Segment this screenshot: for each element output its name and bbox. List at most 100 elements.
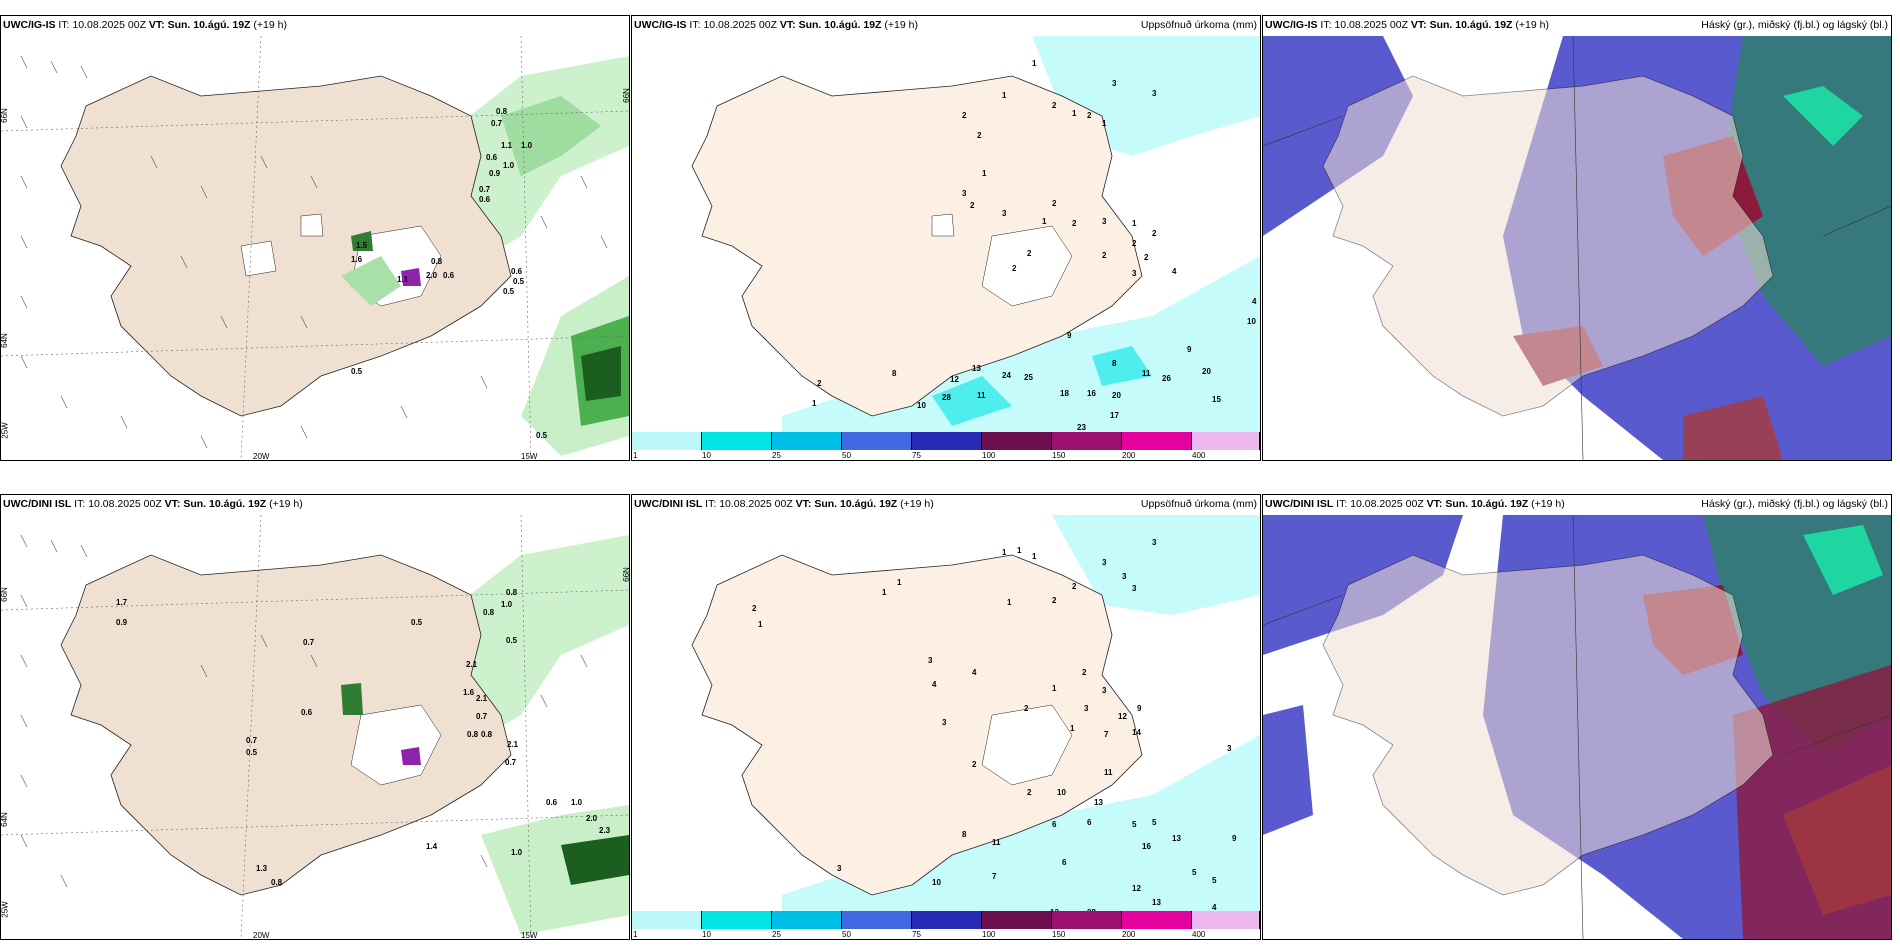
precip-value: 0.7 [479,185,491,194]
precip-value: 2.0 [586,814,598,823]
accum-value: 5 [1192,868,1197,877]
accum-value: 2 [970,201,975,210]
colorbar-swatch [772,911,842,929]
accum-value: 1 [1042,217,1047,226]
accum-value: 7 [1104,730,1109,739]
accum-value: 3 [1112,79,1117,88]
colorbar-tick: 400 [1192,930,1206,939]
accum-value: 5 [1152,818,1157,827]
accum-value: 9 [1232,834,1237,843]
accum-value: 10 [1247,317,1256,326]
accum-value: 4 [1252,297,1257,306]
lat-label: 25W [0,422,10,439]
panel-precip-wind-dini: UWC/DINI ISL IT: 10.08.2025 00Z VT: Sun.… [0,494,630,940]
precip-value: 2.1 [476,694,488,703]
accum-value: 6 [1062,858,1067,867]
precip-value: 0.5 [411,618,423,627]
precip-value: 2.1 [507,740,519,749]
panel-accum-precip-dini: UWC/DINI ISL IT: 10.08.2025 00Z VT: Sun.… [631,494,1261,940]
accum-value: 24 [1002,371,1011,380]
accum-value: 2 [1052,101,1057,110]
accum-value: 1 [982,169,987,178]
colorbar-tick: 1 [633,930,638,939]
colorbar-swatch [842,911,912,929]
colorbar-swatch [1192,432,1260,450]
accum-value: 2 [962,111,967,120]
colorbar: 1 10 25 50 75 100 150 200 400 [632,432,1260,460]
colorbar-swatch [842,432,912,450]
precip-value: 0.6 [546,798,558,807]
accum-value: 6 [1087,818,1092,827]
precip-value: 1.0 [501,600,513,609]
accum-value: 3 [1122,572,1127,581]
lon-label: 20W [253,931,270,940]
precip-value: 2.0 [426,271,438,280]
accum-value: 6 [1052,820,1057,829]
precip-value: 0.7 [505,758,517,767]
accum-value: 25 [1024,373,1033,382]
accum-value: 10 [1057,788,1066,797]
colorbar-swatch [1122,432,1192,450]
accum-value: 3 [1132,269,1137,278]
accum-value: 3 [837,864,842,873]
colorbar-tick: 200 [1122,451,1136,460]
accum-value: 8 [962,830,967,839]
accum-value: 16 [1087,389,1096,398]
precip-value: 1.6 [463,688,475,697]
colorbar: 1 10 25 50 75 100 150 200 400 [632,911,1260,939]
accum-value: 9 [1067,331,1072,340]
accum-value: 10 [932,878,941,887]
accum-labels: 1 1 1 3 3 3 3 2 2 1 2 1 3 4 4 3 2 3 1 2 … [752,538,1237,927]
map-accum-precip: 1 1 2 3 2 3 1 2 1 2 1 3 2 3 2 1 2 3 1 2 … [632,36,1260,460]
precip-value: 0.5 [506,636,518,645]
wind-barbs [20,55,608,449]
panel-header: UWC/DINI ISL IT: 10.08.2025 00Z VT: Sun.… [1265,498,1565,510]
accum-value: 2 [1102,251,1107,260]
precip-value: 2.3 [599,826,611,835]
accum-value: 2 [972,760,977,769]
panel-header: UWC/IG-IS IT: 10.08.2025 00Z VT: Sun. 10… [1265,19,1549,31]
accum-value: 2 [977,131,982,140]
accum-value: 15 [1212,395,1221,404]
precip-value: 0.8 [483,608,495,617]
precip-value: 1.6 [351,255,363,264]
precip-value: 1.0 [511,848,523,857]
precip-value: 1.7 [116,598,128,607]
accum-value: 1 [897,578,902,587]
colorbar-tick: 25 [772,930,781,939]
colorbar-swatch [1192,911,1260,929]
precip-value: 1.3 [256,864,268,873]
colorbar-swatch [1052,432,1122,450]
precip-value: 0.8 [431,257,443,266]
accum-value: 17 [1110,411,1119,420]
accum-value: 3 [1084,704,1089,713]
panel-title: Uppsöfnuð úrkoma (mm) [1140,19,1257,31]
accum-value: 11 [992,838,1001,847]
map-accum-precip: 1 1 1 3 3 3 3 2 2 1 2 1 3 4 4 3 2 3 1 2 … [632,515,1260,939]
accum-value: 1 [1132,219,1137,228]
colorbar-swatch [632,911,702,929]
panel-header: UWC/IG-IS IT: 10.08.2025 00Z VT: Sun. 10… [3,19,287,31]
colorbar-tick: 75 [912,930,921,939]
accum-value: 4 [1172,267,1177,276]
precip-value: 0.6 [301,708,313,717]
accum-value: 1 [812,399,817,408]
panel-header: UWC/IG-IS IT: 10.08.2025 00Z VT: Sun. 10… [634,19,918,31]
map-cloud-cover [1263,515,1891,939]
accum-value: 3 [1227,744,1232,753]
panel-accum-precip-igis: UWC/IG-IS IT: 10.08.2025 00Z VT: Sun. 10… [631,15,1261,461]
precip-value: 0.6 [443,271,455,280]
precip-value: 0.5 [536,431,548,440]
precip-value: 0.8 [271,878,283,887]
precip-value: 0.8 [467,730,479,739]
panel-cloud-dini: UWC/DINI ISL IT: 10.08.2025 00Z VT: Sun.… [1262,494,1892,940]
precip-value: 0.7 [491,119,503,128]
panel-header: UWC/DINI ISL IT: 10.08.2025 00Z VT: Sun.… [634,498,934,510]
accum-value: 12 [950,375,959,384]
accum-value: 3 [1102,686,1107,695]
accum-value: 3 [1152,89,1157,98]
precip-value: 0.9 [489,169,501,178]
accum-value: 16 [1142,842,1151,851]
accum-value: 13 [1172,834,1181,843]
colorbar-tick: 25 [772,451,781,460]
